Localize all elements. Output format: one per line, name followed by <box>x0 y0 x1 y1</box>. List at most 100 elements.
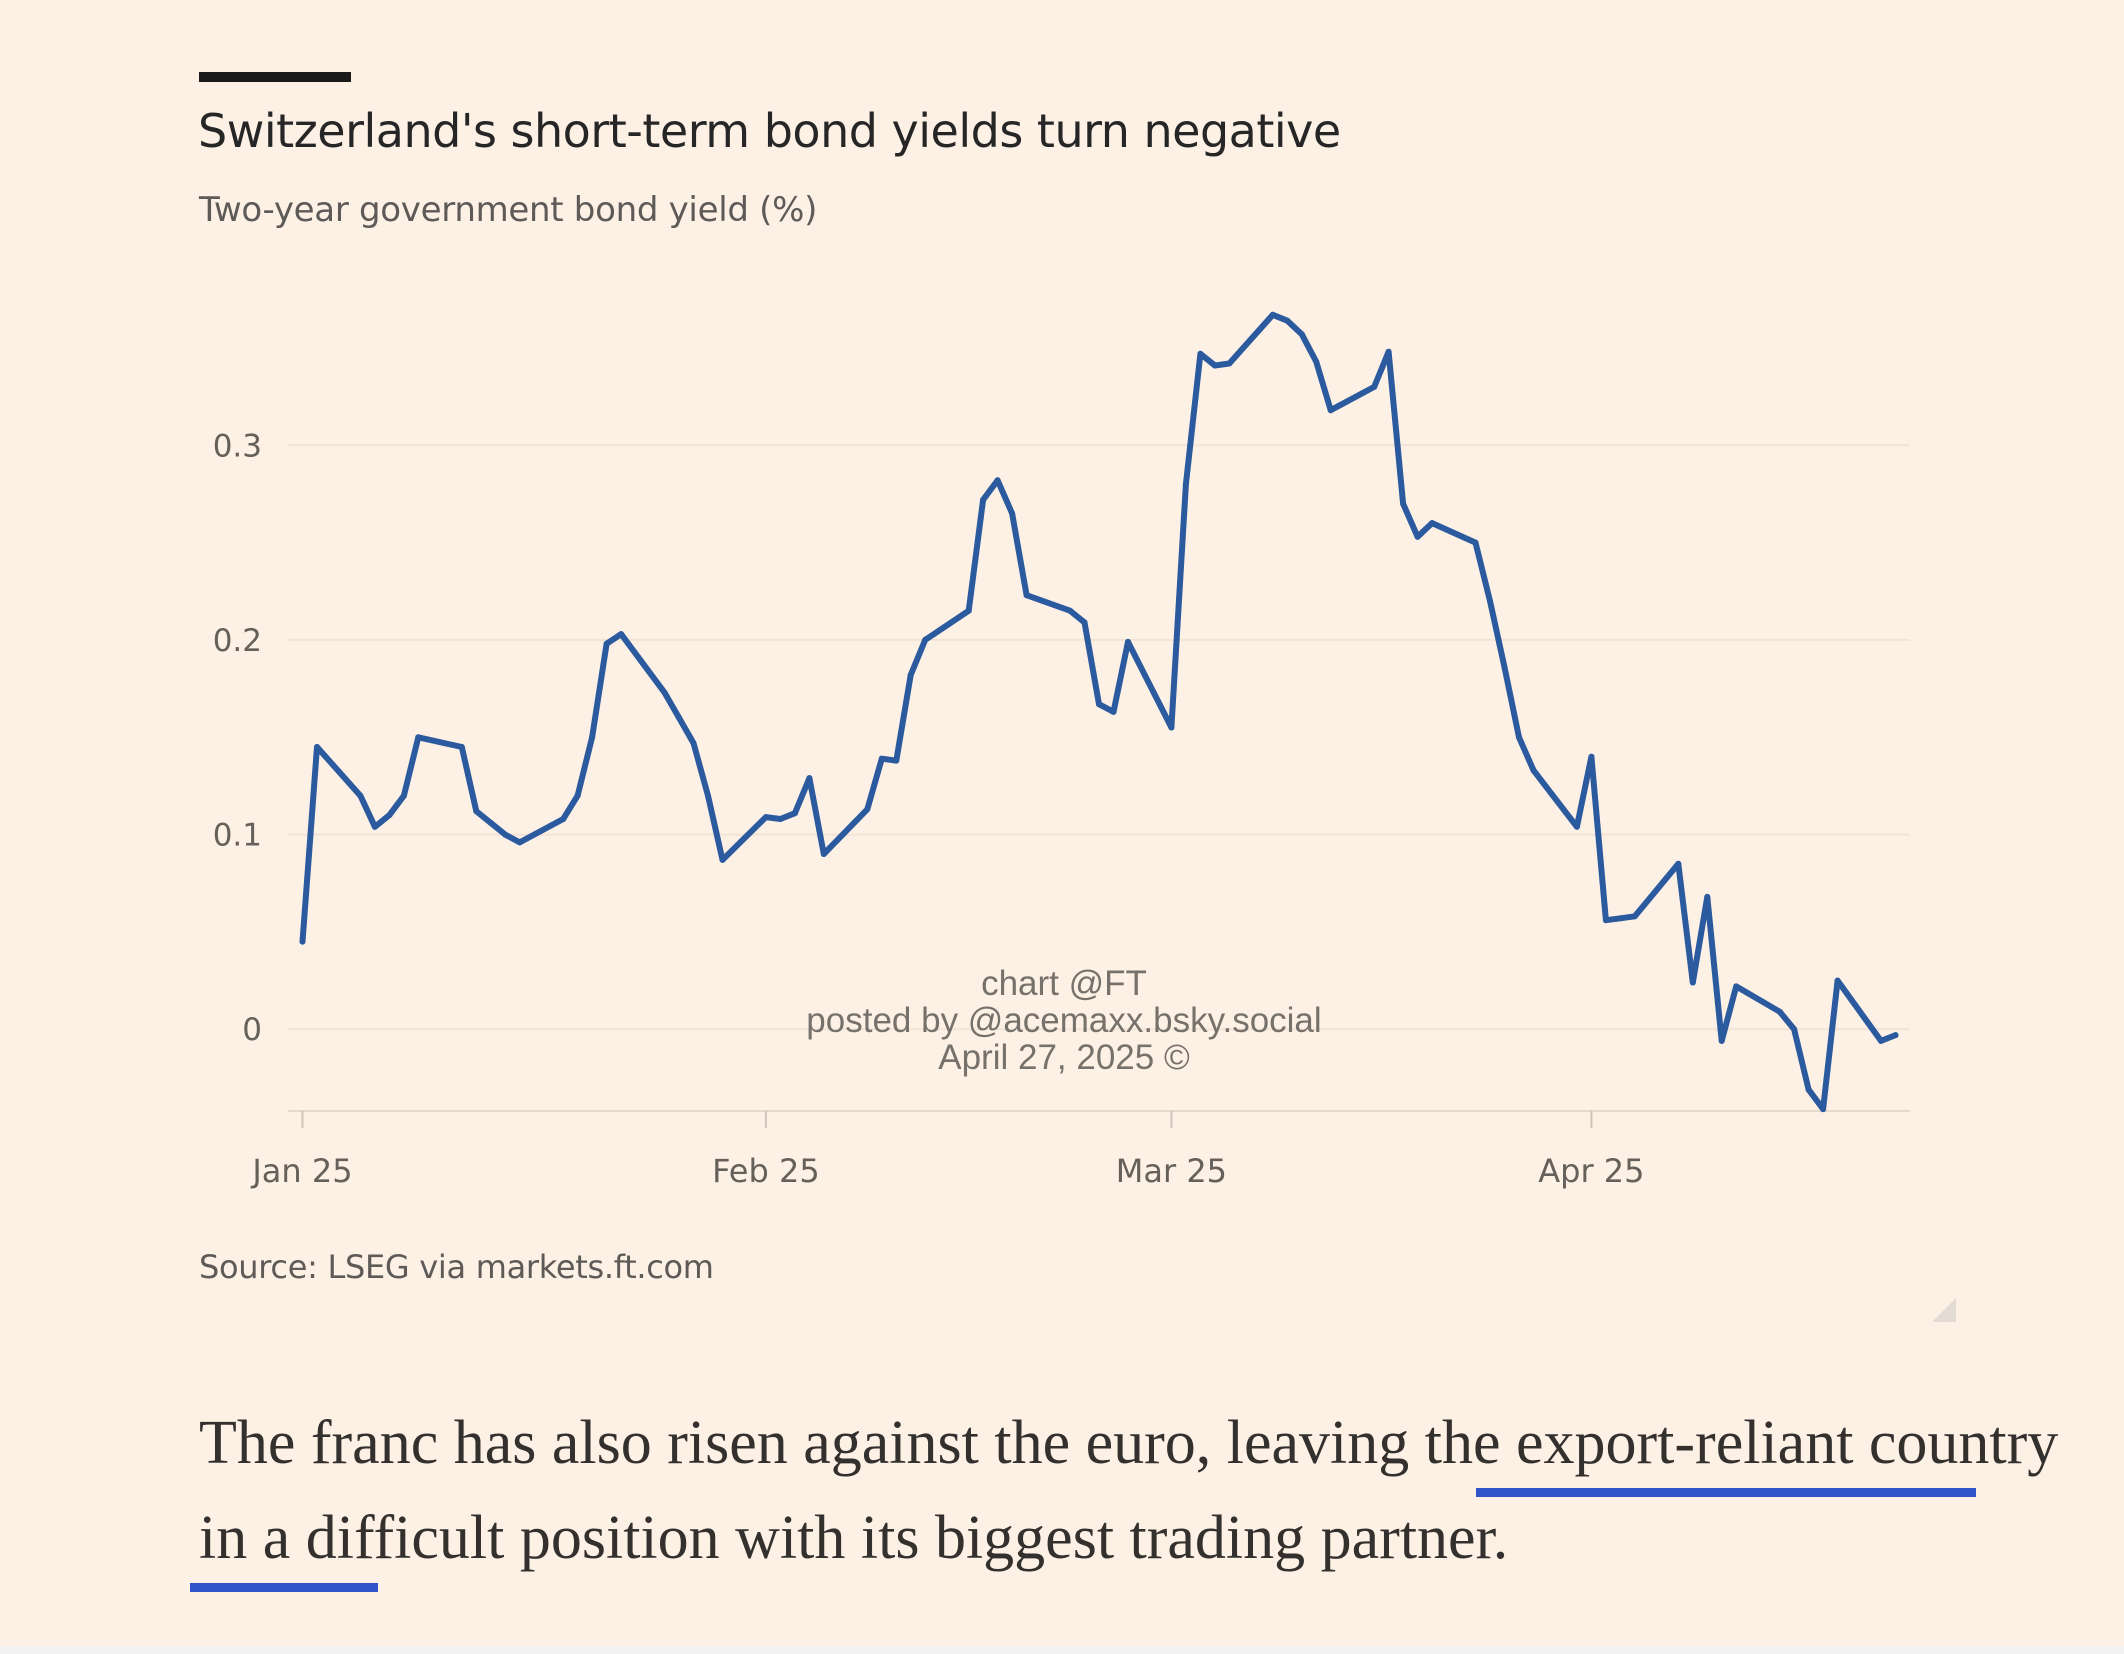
data-point <box>386 812 393 819</box>
watermark-line-2: posted by @acemaxx.bsky.social <box>806 1001 1321 1040</box>
gridlines <box>288 444 1910 1031</box>
data-point <box>574 792 581 799</box>
data-point <box>502 831 509 838</box>
line-chart: Jan 25 Feb 25 Mar 25 Apr 25 0 0.1 0.2 0.3 char… <box>213 311 1910 1190</box>
data-point <box>893 757 900 764</box>
watermark: chart @FT posted by @acemaxx.bsky.social… <box>806 964 1321 1077</box>
data-point <box>1414 533 1421 540</box>
data-point <box>922 636 929 643</box>
data-point <box>516 839 523 846</box>
data-point <box>1733 983 1740 990</box>
data-point <box>1096 701 1102 708</box>
data-point <box>1182 481 1189 488</box>
x-tick-label: Apr 25 <box>1538 1152 1644 1190</box>
data-point <box>980 496 987 503</box>
data-point <box>415 734 422 741</box>
data-point <box>1704 893 1711 900</box>
data-point <box>473 808 480 815</box>
y-tick-label: 0.1 <box>213 818 262 854</box>
data-point <box>1892 1032 1899 1039</box>
data-point <box>1168 724 1175 731</box>
data-point <box>1067 607 1073 614</box>
data-point <box>1009 510 1016 517</box>
data-point <box>1516 734 1522 741</box>
data-point <box>864 806 871 813</box>
data-point <box>1834 977 1841 984</box>
data-point <box>791 810 798 817</box>
data-point <box>1472 539 1479 546</box>
watermark-line-1: chart @FT <box>981 964 1147 1003</box>
y-tick-label: 0.2 <box>213 623 262 659</box>
data-point <box>1631 913 1638 920</box>
data-point <box>1298 331 1305 338</box>
data-point <box>1226 360 1233 367</box>
data-point <box>1530 767 1537 774</box>
data-point <box>777 816 784 822</box>
data-point <box>487 819 494 826</box>
data-point <box>400 792 407 799</box>
data-point <box>1081 619 1088 626</box>
x-tick-label: Feb 25 <box>712 1152 820 1190</box>
data-point <box>1400 500 1407 507</box>
data-point <box>878 755 885 762</box>
data-point <box>1429 520 1436 527</box>
data-point <box>1487 598 1493 604</box>
data-point <box>371 823 378 830</box>
data-point <box>1776 1008 1783 1015</box>
y-axis: 0 0.1 0.2 0.3 <box>213 428 262 1048</box>
data-point <box>1269 311 1276 318</box>
data-point <box>1211 362 1218 369</box>
data-point <box>1125 638 1131 645</box>
data-point <box>589 734 596 741</box>
series-layer <box>299 311 1899 1113</box>
data-point <box>762 814 769 821</box>
x-tick-label: Jan 25 <box>250 1152 352 1190</box>
data-point <box>560 816 567 822</box>
data-point <box>1791 1026 1798 1033</box>
data-point <box>1110 708 1117 715</box>
data-point <box>806 775 813 782</box>
data-point <box>705 792 711 799</box>
y-tick-label: 0 <box>242 1012 262 1048</box>
data-point <box>1371 383 1378 390</box>
data-point <box>661 689 668 696</box>
data-point <box>1501 664 1508 671</box>
data-point <box>1602 917 1609 924</box>
article-paragraph: The franc has also risen against the eur… <box>199 1409 2059 1572</box>
data-point <box>1284 317 1291 324</box>
data-point <box>603 640 610 647</box>
data-point <box>357 792 364 799</box>
data-point <box>907 672 914 678</box>
chart-source: Source: LSEG via markets.ft.com <box>199 1248 714 1286</box>
data-point <box>676 714 682 721</box>
data-point <box>1327 407 1334 414</box>
data-point <box>1805 1086 1812 1093</box>
x-axis: Jan 25 Feb 25 Mar 25 Apr 25 <box>250 1110 1910 1190</box>
data-point <box>1718 1037 1725 1044</box>
watermark-line-3: April 27, 2025 © <box>938 1038 1190 1077</box>
data-point <box>1617 915 1624 922</box>
data-point <box>1385 348 1392 355</box>
data-point <box>690 740 697 747</box>
data-point <box>1313 358 1320 365</box>
data-point <box>314 744 320 750</box>
data-point <box>299 938 306 945</box>
data-point <box>1197 350 1204 357</box>
data-point <box>1588 753 1595 760</box>
data-point <box>1878 1037 1884 1044</box>
data-point <box>1023 592 1030 599</box>
data-point <box>965 607 972 614</box>
x-tick-label: Mar 25 <box>1116 1152 1227 1190</box>
data-point <box>1820 1106 1827 1113</box>
link-underline <box>190 1583 378 1592</box>
chart-title: Switzerland's short-term bond yields tur… <box>198 104 1341 158</box>
data-point <box>1573 823 1580 830</box>
data-point <box>1675 860 1682 867</box>
data-point <box>719 856 726 863</box>
resize-corner-icon <box>1932 1298 1956 1322</box>
data-point <box>994 477 1001 484</box>
data-point <box>618 631 625 638</box>
chart-subtitle: Two-year government bond yield (%) <box>199 190 818 230</box>
data-point <box>458 744 465 750</box>
